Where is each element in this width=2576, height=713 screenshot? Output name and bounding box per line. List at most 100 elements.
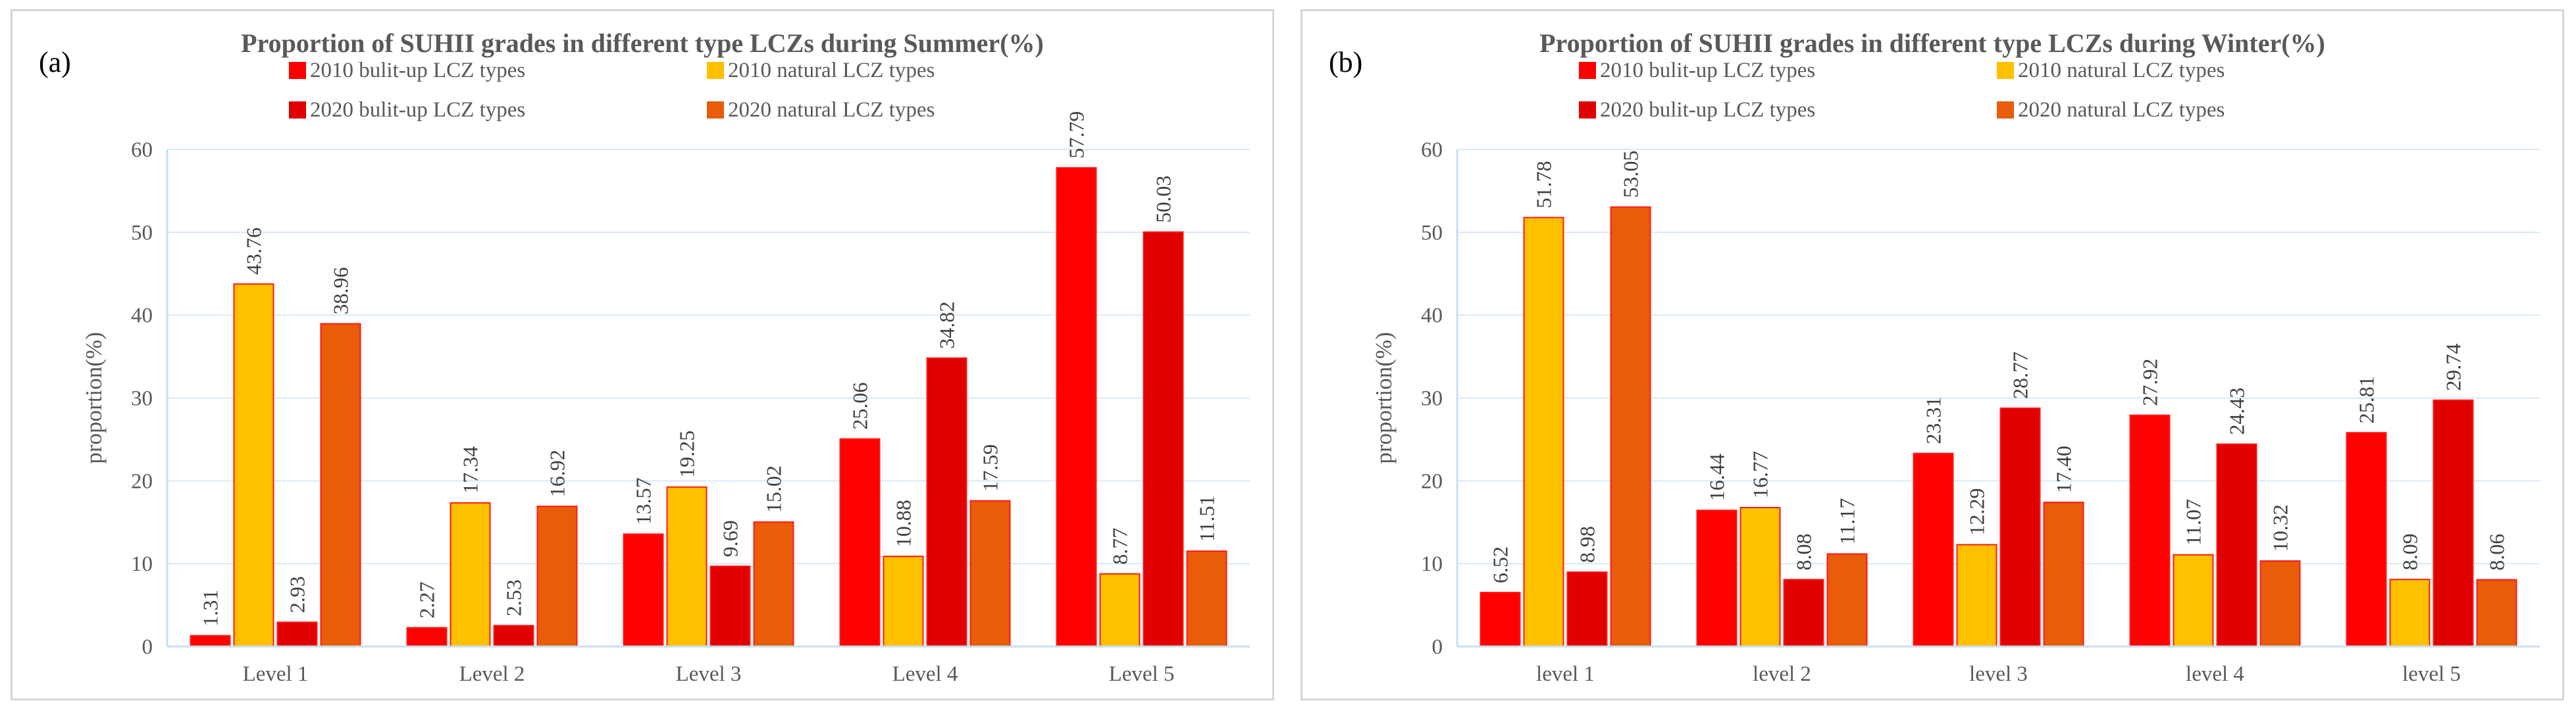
chart-title: Proportion of SUHII grades in different … [1539,28,2325,58]
data-label: 38.96 [329,267,353,315]
bar-series1-cat1 [1480,591,1521,647]
bar-series4-cat5 [2476,579,2517,647]
data-label: 8.09 [2398,533,2422,570]
legend-label-4: 2020 natural LCZ types [728,98,935,122]
legend-swatch-2 [1997,62,2014,79]
data-label: 8.98 [1576,526,1599,563]
data-label: 11.07 [2182,499,2205,546]
y-tick-label: 50 [1421,221,1443,245]
bar-series2-cat3 [1956,544,1997,647]
bar-series2-cat4 [883,556,924,647]
bar-series4-cat4 [969,500,1011,648]
y-tick-label: 60 [131,138,153,162]
bar-series4-cat1 [1610,206,1651,647]
data-label: 10.32 [2269,504,2292,552]
bar-series3-cat4 [926,357,967,647]
data-label: 43.76 [242,227,266,275]
bar-series1-cat4 [839,438,881,648]
data-label: 13.57 [632,477,656,525]
bar-series1-cat2 [1696,510,1738,647]
bar-series1-cat4 [2129,414,2171,647]
bar-series4-cat3 [2043,502,2084,647]
legend-swatch-2 [707,62,724,79]
y-tick-label: 30 [131,387,153,411]
legend-swatch-3 [1579,101,1596,119]
legend-label-2: 2010 natural LCZ types [728,59,935,82]
bar-series3-cat1 [276,621,318,648]
panel-label: (a) [39,46,71,78]
bar-series2-cat2 [450,502,491,647]
data-label: 51.78 [1532,161,1556,208]
data-label: 8.06 [2485,534,2509,571]
legend-swatch-1 [289,62,306,79]
data-label: 57.79 [1065,111,1089,159]
x-tick-label: Level 5 [1109,662,1175,686]
y-tick-label: 0 [142,635,153,659]
y-axis-title: proportion(%) [81,332,107,463]
bar-series3-cat5 [2433,399,2474,647]
bar-series1-cat3 [623,533,664,647]
bar-series1-cat2 [406,627,448,648]
data-label: 50.03 [1152,175,1175,223]
bar-series2-cat3 [666,486,708,647]
chart-panel-summer: Proportion of SUHII grades in different … [11,9,1274,700]
data-label: 27.92 [2138,359,2162,406]
data-label: 2.53 [502,579,526,616]
bar-series1-cat5 [1056,167,1097,648]
data-label: 19.25 [675,431,699,478]
bar-series2-cat4 [2173,554,2214,648]
data-label: 17.40 [2052,446,2076,493]
data-label: 29.74 [2442,344,2465,391]
y-tick-label: 60 [1421,138,1443,162]
data-label: 16.44 [1705,454,1729,501]
data-label: 11.17 [1836,498,1859,545]
y-tick-label: 0 [1432,635,1443,659]
data-label: 23.31 [1922,397,1945,444]
bar-series4-cat4 [2259,560,2301,648]
bar-series3-cat4 [2216,443,2257,647]
winter-chart-svg: Proportion of SUHII grades in different … [1329,28,2540,686]
y-tick-label: 40 [1421,304,1443,328]
bar-series2-cat1 [1523,217,1564,647]
data-label: 25.06 [848,383,872,430]
y-axis-title: proportion(%) [1371,332,1397,463]
legend-label-1: 2010 bulit-up LCZ types [310,59,525,82]
legend-label-2: 2010 natural LCZ types [2018,59,2225,82]
bar-series3-cat1 [1566,571,1608,647]
data-label: 16.92 [546,450,569,497]
legend-swatch-3 [289,101,306,119]
data-label: 17.34 [459,446,482,494]
bar-series4-cat2 [1826,553,1868,647]
bar-series4-cat3 [753,521,794,648]
x-tick-label: level 2 [1753,662,1811,686]
y-tick-label: 30 [1421,387,1443,411]
data-label: 17.59 [979,444,1002,492]
x-tick-label: Level 1 [243,662,309,686]
legend-label-3: 2020 bulit-up LCZ types [1600,98,1815,122]
data-label: 9.69 [719,520,742,557]
data-label: 11.51 [1195,495,1219,542]
y-tick-label: 50 [131,221,153,245]
legend-label-4: 2020 natural LCZ types [2018,98,2225,122]
bar-series4-cat1 [320,323,361,647]
x-tick-label: level 4 [2186,662,2244,686]
data-label: 1.31 [199,590,222,627]
bar-series3-cat2 [493,625,534,648]
data-label: 28.77 [2009,352,2032,399]
data-label: 10.88 [892,500,915,547]
bar-series2-cat5 [2389,579,2431,647]
y-tick-label: 10 [131,552,153,576]
legend-label-1: 2010 bulit-up LCZ types [1600,59,1815,82]
summer-chart-svg: Proportion of SUHII grades in different … [39,28,1250,686]
bar-series2-cat2 [1739,506,1781,647]
legend-swatch-4 [1997,101,2014,119]
y-tick-label: 20 [131,469,153,493]
data-label: 8.77 [1108,528,1132,565]
bar-series2-cat5 [1099,573,1141,647]
bar-series1-cat1 [190,635,231,647]
data-label: 15.02 [762,465,786,513]
chart-panel-winter: Proportion of SUHII grades in different … [1301,9,2564,700]
bar-series4-cat5 [1186,550,1227,647]
bar-series3-cat2 [1783,579,1824,647]
bar-series3-cat3 [1999,407,2041,647]
